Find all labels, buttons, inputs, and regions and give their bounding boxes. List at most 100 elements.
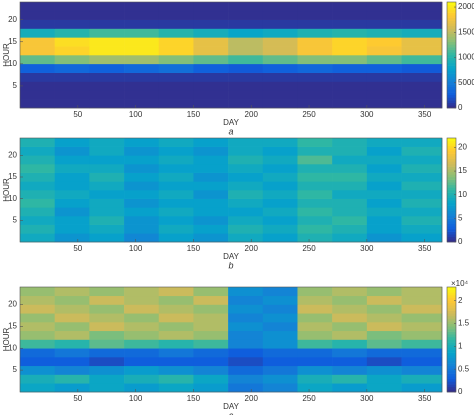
heat-cell bbox=[54, 339, 90, 349]
x-tick-label: 100 bbox=[129, 244, 143, 253]
heat-cell bbox=[332, 339, 368, 349]
heat-cell bbox=[228, 348, 264, 358]
heat-cell bbox=[332, 348, 368, 358]
colorbar-step bbox=[447, 342, 456, 346]
heat-cell bbox=[366, 304, 402, 314]
colorbar-step bbox=[447, 352, 456, 356]
heat-cell bbox=[20, 172, 55, 182]
heat-cell bbox=[228, 37, 264, 47]
heat-cell bbox=[89, 63, 125, 73]
heat-cell bbox=[262, 383, 298, 393]
colorbar-step bbox=[447, 305, 456, 309]
heat-cell bbox=[262, 181, 298, 191]
x-tick-label: 150 bbox=[187, 394, 201, 403]
heat-cell bbox=[124, 207, 160, 217]
heat-cell bbox=[401, 233, 443, 243]
heat-cell bbox=[89, 198, 125, 208]
heat-cell bbox=[332, 19, 368, 29]
heat-cell bbox=[401, 322, 443, 332]
heat-cell bbox=[366, 63, 402, 73]
heat-cell bbox=[89, 90, 125, 100]
heat-cell bbox=[124, 164, 160, 173]
heat-cell bbox=[89, 313, 125, 323]
heat-cell bbox=[124, 304, 160, 314]
colorbar-step bbox=[447, 12, 456, 16]
colorbar-step bbox=[447, 234, 456, 238]
heat-cell bbox=[54, 146, 90, 156]
colorbar-step bbox=[447, 47, 456, 50]
heat-cell bbox=[124, 322, 160, 332]
heat-cell bbox=[124, 313, 160, 323]
heat-cell bbox=[401, 313, 443, 323]
heat-cell bbox=[297, 233, 333, 243]
heat-cell bbox=[262, 55, 298, 65]
heat-cell bbox=[124, 348, 160, 358]
heat-cell bbox=[124, 383, 160, 393]
colorbar-step bbox=[447, 78, 456, 82]
heat-cell bbox=[332, 146, 368, 156]
heat-cell bbox=[54, 164, 90, 173]
heat-cell bbox=[124, 28, 160, 38]
heat-cell bbox=[228, 216, 264, 225]
heat-cell bbox=[193, 181, 229, 191]
colorbar-step bbox=[447, 355, 456, 359]
heat-cell bbox=[332, 164, 368, 173]
heat-cell bbox=[158, 374, 194, 384]
colorbar-step bbox=[447, 166, 456, 170]
heat-cell bbox=[366, 339, 402, 349]
heat-cell bbox=[366, 330, 402, 340]
heat-cell bbox=[228, 164, 264, 173]
heat-cell bbox=[158, 81, 194, 91]
heat-cell bbox=[228, 10, 264, 20]
heat-cell bbox=[366, 55, 402, 65]
heat-cell bbox=[228, 287, 264, 297]
colorbar-step bbox=[447, 94, 456, 98]
heat-cell bbox=[89, 207, 125, 217]
heat-cell bbox=[54, 19, 90, 29]
heat-cell bbox=[124, 55, 160, 65]
heat-cell bbox=[158, 55, 194, 65]
heat-cell bbox=[54, 233, 90, 243]
heat-cell bbox=[401, 138, 443, 147]
heat-cell bbox=[89, 357, 125, 367]
heat-cell bbox=[401, 383, 443, 393]
heat-cell bbox=[20, 304, 55, 314]
heat-cell bbox=[89, 10, 125, 20]
colorbar-step bbox=[447, 84, 456, 88]
heat-cell bbox=[158, 322, 194, 332]
heat-cell bbox=[124, 295, 160, 305]
heat-cell bbox=[297, 138, 333, 147]
heat-cell bbox=[158, 198, 194, 208]
colorbar-step bbox=[447, 373, 456, 377]
heat-cell bbox=[332, 233, 368, 243]
colorbar-step bbox=[447, 323, 456, 327]
heat-cell bbox=[124, 224, 160, 234]
heat-cell bbox=[366, 28, 402, 38]
heat-cell bbox=[297, 55, 333, 65]
heat-cell bbox=[158, 164, 194, 173]
heat-cell bbox=[262, 90, 298, 100]
heat-cell bbox=[124, 72, 160, 82]
heat-cell bbox=[124, 63, 160, 73]
heat-cell bbox=[193, 37, 229, 47]
heat-cell bbox=[158, 313, 194, 323]
heat-cell bbox=[54, 304, 90, 314]
colorbar-step bbox=[447, 357, 456, 361]
heat-cell bbox=[124, 46, 160, 56]
colorbar-tick-label: 10000 bbox=[458, 53, 474, 62]
heat-cell bbox=[262, 63, 298, 73]
heat-cell bbox=[124, 155, 160, 165]
heat-cell bbox=[54, 81, 90, 91]
x-tick-label: 50 bbox=[73, 110, 82, 119]
colorbar-tick-label: 0.5 bbox=[458, 364, 470, 373]
heat-cell bbox=[54, 287, 90, 297]
heat-cell bbox=[124, 233, 160, 243]
heat-cell bbox=[401, 374, 443, 384]
heat-cell bbox=[228, 198, 264, 208]
heat-cell bbox=[124, 365, 160, 375]
colorbar-step bbox=[447, 315, 456, 319]
x-tick-label: 150 bbox=[187, 110, 201, 119]
heat-cell bbox=[124, 99, 160, 109]
heat-cell bbox=[89, 348, 125, 358]
heat-cell bbox=[20, 330, 55, 340]
